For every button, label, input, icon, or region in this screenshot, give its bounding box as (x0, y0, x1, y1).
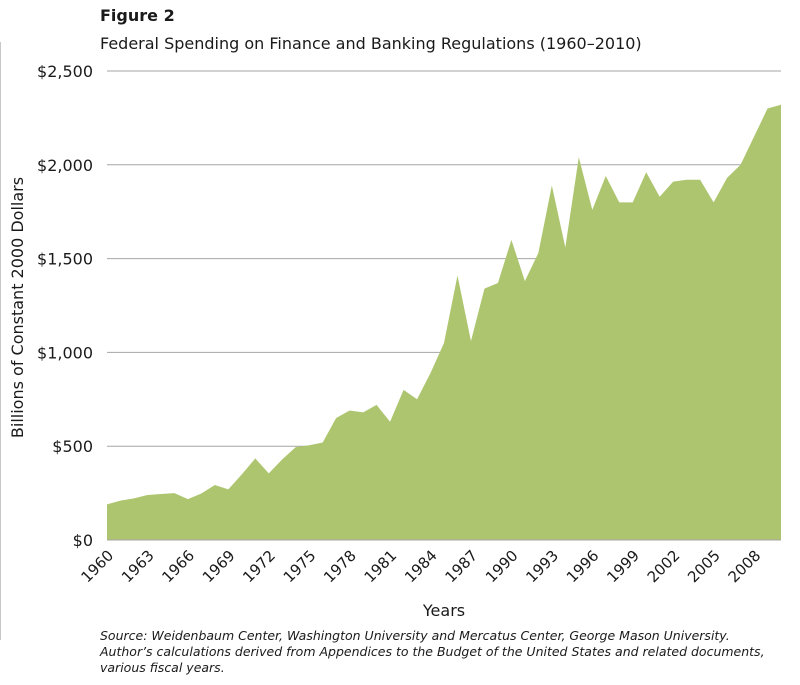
x-axis-title: Years (422, 601, 465, 620)
y-axis-ticks: $0 $500 $1,000 $1,500 $2,000 $2,500 (37, 62, 93, 550)
y-tick-label: $2,000 (37, 156, 93, 175)
y-axis-title: Billions of Constant 2000 Dollars (8, 177, 27, 438)
x-tick-label: 1978 (320, 547, 360, 587)
source-note: Source: Weidenbaum Center, Washington Un… (100, 628, 765, 675)
x-tick-label: 1984 (401, 547, 441, 587)
chart-title: Federal Spending on Finance and Banking … (100, 34, 642, 53)
x-tick-label: 1972 (239, 547, 279, 587)
left-border-line (0, 42, 1, 640)
x-axis-ticks: 1960 1963 1966 1969 1972 1975 1978 1981 1984 1987… (78, 547, 765, 587)
area-layer (107, 104, 781, 541)
x-tick-label: 2005 (684, 547, 724, 587)
x-tick-label: 1999 (603, 547, 643, 587)
y-tick-label: $0 (73, 531, 93, 550)
y-tick-label: $1,000 (37, 343, 93, 362)
x-tick-label: 1996 (563, 547, 603, 587)
x-tick-label: 1960 (78, 547, 118, 587)
y-tick-label: $500 (52, 437, 93, 456)
x-tick-label: 1975 (280, 547, 320, 587)
x-tick-label: 1993 (522, 547, 562, 587)
x-tick-label: 1966 (158, 547, 198, 587)
x-tick-label: 2002 (644, 547, 684, 587)
x-tick-label: 1990 (482, 547, 522, 587)
y-tick-label: $1,500 (37, 250, 93, 269)
y-tick-label: $2,500 (37, 62, 93, 81)
area-chart: $0$500$1,000$1,500$2,000$2,500 1960 1963 1… (8, 62, 781, 620)
x-tick-label: 1981 (361, 547, 401, 587)
x-tick-label: 2008 (725, 547, 765, 587)
area-series (107, 104, 781, 541)
x-tick-label: 1987 (441, 547, 481, 587)
x-tick-label: 1969 (199, 547, 239, 587)
figure-label: Figure 2 (100, 6, 175, 25)
x-tick-label: 1963 (118, 547, 158, 587)
